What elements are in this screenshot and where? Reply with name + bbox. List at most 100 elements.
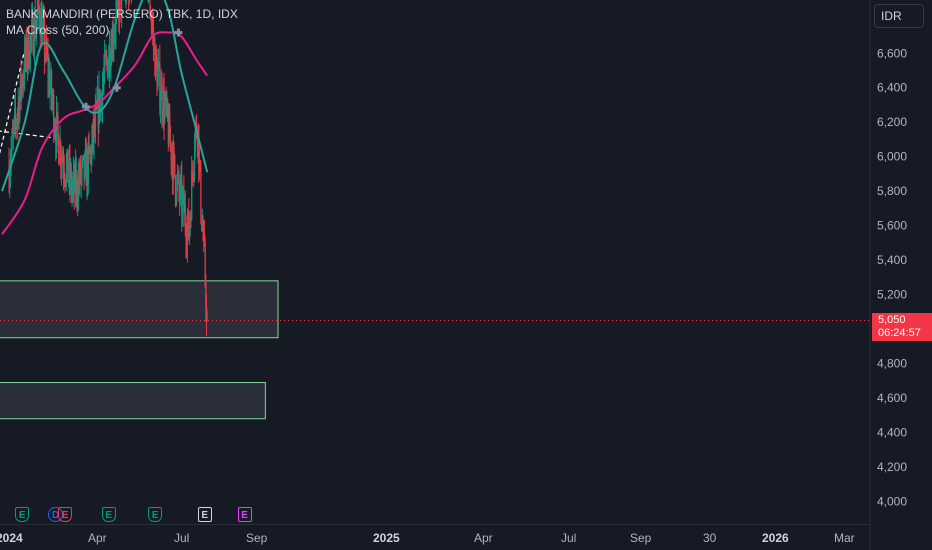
- candle-body-113: [88, 145, 90, 150]
- candle-body-83: [67, 149, 69, 183]
- candle-body-17: [20, 72, 22, 93]
- candle-body-270: [199, 160, 201, 168]
- candle-body-141: [108, 46, 110, 64]
- candle-body-145: [111, 46, 113, 61]
- candle-body-136: [104, 53, 107, 58]
- dashed-trendline-2: [0, 130, 53, 139]
- candle-body-106: [83, 154, 85, 178]
- candle-body-158: [120, 0, 122, 12]
- candle-body-252: [186, 224, 189, 246]
- candle-body-10: [15, 119, 17, 125]
- candle-body-226: [168, 113, 170, 145]
- candle-body-61: [51, 98, 53, 101]
- support-zone-2: [0, 382, 266, 420]
- event-marker-earnings-current-5[interactable]: E: [197, 507, 212, 522]
- candle-body-241: [179, 190, 181, 200]
- candle-body-90: [72, 183, 74, 189]
- candle-body-67: [55, 112, 58, 146]
- candle-body-77: [63, 162, 65, 172]
- x-tick-label-3: Sep: [246, 531, 268, 545]
- candle-body-142: [109, 46, 111, 72]
- candle-body-202: [151, 23, 153, 26]
- candle-body-41: [37, 0, 39, 12]
- y-tick-label-3: 4,600: [877, 391, 907, 405]
- candle-body-59: [50, 71, 52, 87]
- candle-body-148: [113, 39, 115, 47]
- event-marker-earnings-up-3[interactable]: E: [101, 507, 116, 522]
- candle-body-13: [17, 102, 19, 113]
- candle-body-86: [69, 160, 71, 185]
- candle-body-159: [121, 0, 123, 12]
- candle-body-144: [110, 46, 112, 67]
- ma-cross-marker-1: [81, 102, 90, 111]
- candle-body-43: [39, 9, 41, 24]
- candle-body-91: [72, 172, 75, 184]
- candle-body-253: [187, 211, 189, 225]
- candle-body-215: [160, 83, 162, 101]
- candle-body-109: [85, 150, 87, 187]
- candle-body-110: [86, 153, 88, 187]
- candle-body-236: [175, 197, 177, 201]
- candle-body-93: [74, 166, 76, 192]
- candle-body-140: [107, 63, 109, 78]
- candle-body-4: [11, 132, 13, 150]
- candle-body-247: [183, 189, 185, 213]
- candle-body-14: [18, 102, 20, 120]
- candle-body-70: [58, 135, 60, 164]
- candle-body-46: [41, 11, 43, 44]
- x-tick-label-1: Apr: [88, 531, 107, 545]
- event-marker-earnings-up-4[interactable]: E: [148, 507, 163, 522]
- y-tick-label-7: 5,600: [877, 219, 907, 233]
- candle-body-135: [104, 53, 106, 73]
- candle-body-101: [80, 162, 82, 182]
- candle-body-26: [26, 59, 29, 66]
- event-marker-dividend-1[interactable]: D: [48, 507, 64, 522]
- candle-body-97: [77, 197, 79, 201]
- currency-button[interactable]: IDR: [874, 4, 924, 28]
- candle-body-108: [85, 150, 87, 154]
- candle-body-248: [184, 204, 186, 213]
- candle-body-22: [24, 46, 26, 80]
- candle-body-214: [160, 100, 162, 108]
- candle-body-8: [14, 108, 16, 119]
- y-tick-label-0: 4,000: [877, 495, 907, 509]
- ma-cross-indicator-label[interactable]: MA Cross (50, 200): [6, 23, 110, 37]
- candle-body-30: [29, 36, 32, 64]
- candle-body-205: [153, 41, 155, 43]
- candle-body-152: [116, 0, 118, 11]
- candle-body-21: [23, 79, 25, 81]
- candle-body-53: [46, 38, 48, 56]
- candle-body-121: [94, 120, 96, 130]
- candle-body-237: [176, 178, 178, 201]
- candle-body-228: [169, 141, 172, 144]
- event-marker-earnings-down-2[interactable]: E: [58, 507, 73, 522]
- symbol-title[interactable]: BANK MANDIRI (PERSERO) TBK, 1D, IDX: [6, 7, 238, 21]
- candle-body-15: [19, 94, 21, 120]
- candle-body-256: [189, 217, 191, 229]
- candle-body-111: [87, 153, 89, 184]
- candle-body-222: [165, 94, 167, 108]
- candle-body-124: [96, 103, 98, 108]
- candle-body-224: [167, 99, 169, 119]
- candle-body-221: [164, 94, 167, 104]
- candle-body-155: [118, 0, 120, 20]
- candle-body-250: [185, 225, 187, 242]
- y-tick-label-9: 6,000: [877, 150, 907, 164]
- candle-body-38: [35, 27, 37, 37]
- candle-body-94: [75, 166, 77, 194]
- candle-body-216: [161, 83, 163, 114]
- candle-body-120: [93, 120, 95, 142]
- event-marker-earnings-up-0[interactable]: E: [15, 507, 30, 522]
- candle-body-151: [115, 10, 117, 33]
- candle-body-150: [114, 32, 116, 34]
- candle-body-102: [80, 173, 82, 182]
- last-price-tag: 5,050 06:24:57: [872, 313, 932, 341]
- x-tick-label-8: 30: [703, 531, 717, 545]
- event-marker-earnings-future-6[interactable]: E: [237, 507, 252, 522]
- candle-body-37: [34, 16, 36, 37]
- y-tick-label-10: 6,200: [877, 115, 907, 129]
- candle-body-7: [13, 118, 15, 130]
- candle-body-35: [33, 52, 35, 55]
